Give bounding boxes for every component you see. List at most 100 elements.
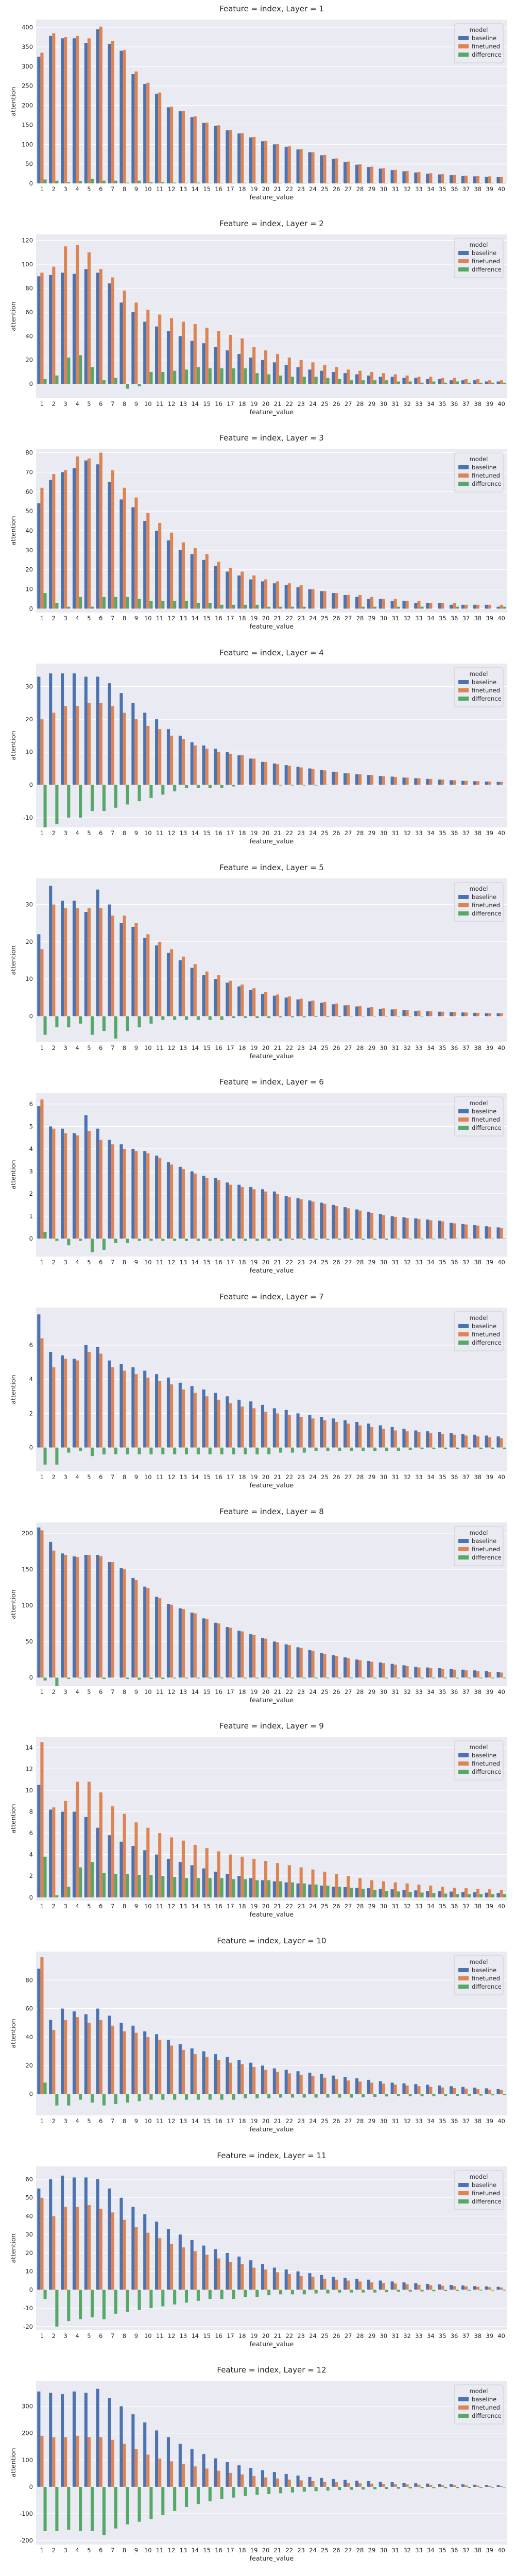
bar-baseline	[332, 371, 335, 384]
bar-baseline	[84, 2393, 88, 2487]
bar-finetuned	[205, 2255, 209, 2290]
bar-difference	[373, 1890, 377, 1898]
bar-finetuned	[193, 324, 197, 384]
bar-difference	[55, 2094, 59, 2106]
bar-finetuned	[40, 1957, 44, 2094]
legend-swatch	[458, 911, 469, 916]
bar-baseline	[155, 1156, 159, 1239]
bar-difference	[279, 606, 283, 609]
bar-baseline	[202, 1618, 205, 1677]
bar-finetuned	[323, 2077, 327, 2094]
chart-title: Feature = index, Layer = 1	[219, 4, 324, 13]
bar-finetuned	[217, 1180, 220, 1239]
x-tick-label: 31	[391, 1473, 399, 1481]
x-tick-label: 34	[427, 400, 435, 408]
y-tick-label: 200	[22, 1530, 33, 1537]
y-tick-label: 10	[25, 1787, 33, 1794]
bar-baseline	[449, 2284, 453, 2290]
bar-baseline	[284, 1196, 288, 1239]
bar-baseline	[272, 362, 276, 384]
y-axis-label: attention	[9, 1160, 17, 1190]
bar-baseline	[320, 1886, 323, 1898]
x-tick-label: 10	[144, 185, 152, 193]
bar-difference	[385, 2487, 388, 2489]
bar-finetuned	[382, 1429, 385, 1448]
bar-baseline	[155, 2221, 159, 2290]
bar-finetuned	[405, 2284, 409, 2290]
x-tick-label: 38	[474, 2117, 482, 2125]
bar-baseline	[72, 1359, 76, 1448]
bar-baseline	[284, 364, 288, 384]
bar-difference	[79, 785, 82, 818]
bar-difference	[55, 1677, 59, 1686]
bar-difference	[302, 1884, 306, 1898]
bar-difference	[290, 376, 294, 384]
x-tick-label: 33	[415, 1044, 423, 1052]
x-tick-label: 32	[403, 1903, 411, 1910]
bar-difference	[444, 2487, 448, 2488]
bar-baseline	[84, 43, 88, 183]
y-axis-label: attention	[9, 1375, 17, 1404]
bar-difference	[90, 367, 94, 384]
bar-difference	[208, 2290, 212, 2299]
bar-finetuned	[299, 1199, 303, 1239]
bar-baseline	[166, 1859, 170, 1898]
bar-finetuned	[276, 1863, 279, 1898]
bar-baseline	[166, 953, 170, 1016]
bar-baseline	[37, 503, 41, 609]
bar-baseline	[296, 367, 300, 384]
bar-difference	[138, 785, 141, 802]
x-tick-label: 9	[134, 2547, 138, 2554]
bar-finetuned	[170, 1604, 174, 1677]
x-tick-label: 17	[227, 1259, 234, 1266]
bar-finetuned	[299, 360, 303, 384]
bar-finetuned	[393, 1217, 397, 1239]
x-tick-label: 32	[403, 1688, 411, 1696]
bar-finetuned	[405, 171, 409, 183]
bar-finetuned	[158, 1158, 162, 1239]
x-tick-label: 22	[285, 1044, 293, 1052]
bar-finetuned	[453, 1888, 456, 1898]
x-tick-label: 39	[486, 829, 493, 837]
bar-baseline	[355, 164, 359, 183]
bar-difference	[173, 370, 177, 384]
bar-baseline	[72, 1556, 76, 1677]
bar-difference	[102, 597, 106, 609]
bar-baseline	[449, 175, 453, 183]
x-tick-label: 12	[168, 1688, 176, 1696]
legend-title: model	[470, 2173, 488, 2180]
bar-baseline	[37, 1527, 41, 1677]
bar-baseline	[178, 2044, 182, 2094]
x-tick-label: 28	[356, 829, 364, 837]
y-tick-label: 0	[29, 1674, 33, 1681]
x-tick-label: 25	[321, 2332, 329, 2340]
bar-difference	[114, 2290, 117, 2314]
y-tick-label: 120	[22, 236, 33, 244]
bar-difference	[302, 376, 306, 384]
x-tick-label: 21	[274, 1473, 282, 1481]
legend-title: model	[470, 885, 488, 892]
x-tick-label: 13	[180, 1688, 187, 1696]
bar-difference	[161, 785, 165, 795]
bar-finetuned	[146, 2037, 150, 2094]
bar-baseline	[284, 2474, 288, 2487]
bar-finetuned	[134, 1151, 138, 1239]
bar-finetuned	[417, 2284, 421, 2290]
x-tick-label: 36	[451, 2117, 458, 2125]
x-tick-label: 26	[333, 1473, 340, 1481]
legend-swatch	[458, 2397, 469, 2402]
x-tick-label: 12	[168, 2332, 176, 2340]
y-axis-label: attention	[9, 516, 17, 546]
bar-finetuned	[358, 1211, 362, 1239]
bar-baseline	[226, 2462, 229, 2487]
x-tick-label: 28	[356, 1259, 364, 1266]
bar-difference	[290, 1882, 294, 1898]
legend-swatch	[458, 259, 469, 263]
x-tick-label: 36	[451, 1903, 458, 1910]
y-tick-label: 10	[25, 586, 33, 593]
x-tick-label: 25	[321, 400, 329, 408]
bar-finetuned	[476, 176, 479, 183]
bar-finetuned	[393, 1009, 397, 1016]
bar-baseline	[379, 2280, 382, 2290]
